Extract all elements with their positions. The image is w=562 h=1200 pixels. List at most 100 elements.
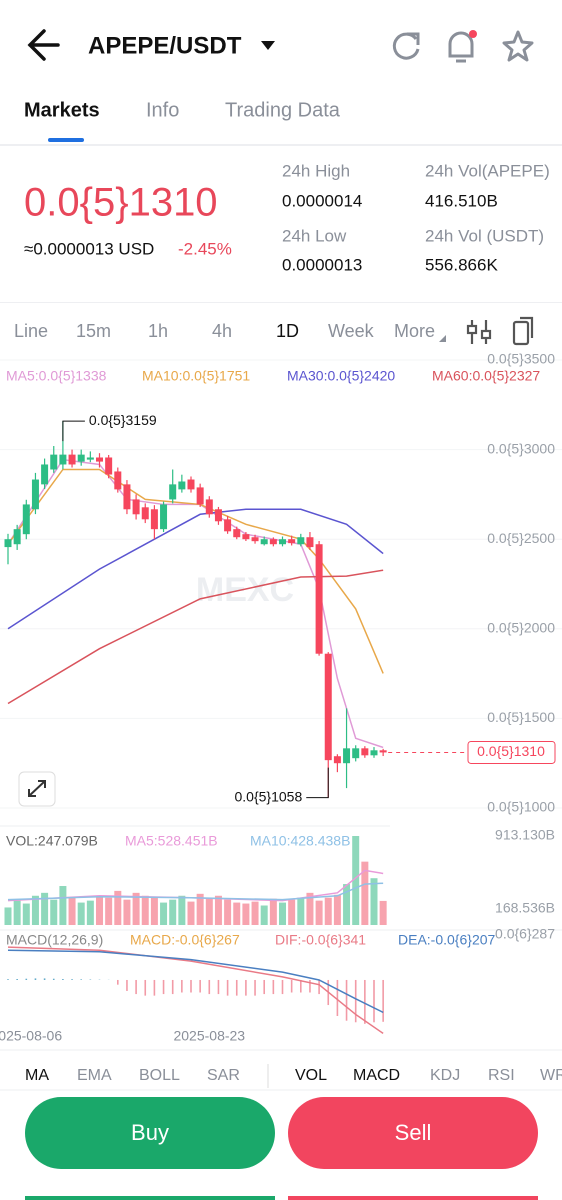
chart: 0.0{5}3500 0.0{5}3000 0.0{5}2500 0.0{5}2000…: [0, 351, 562, 1044]
indicator[interactable]: MA: [25, 1067, 49, 1084]
candle-body: [105, 457, 113, 475]
volume-bar: [105, 897, 113, 925]
ma-line: [7, 508, 384, 630]
candle-body: [41, 464, 49, 485]
indicator[interactable]: KDJ: [430, 1067, 460, 1084]
pair-caret[interactable]: [261, 41, 275, 50]
expand-button[interactable]: [18, 771, 56, 807]
stat-label: 24h Low: [282, 226, 347, 245]
pair-title[interactable]: APEPE/USDT: [88, 32, 242, 59]
stat-label: 24h Vol (USDT): [425, 226, 544, 245]
candle-body: [343, 748, 351, 764]
volume-bar: [370, 878, 378, 925]
volume-bar: [315, 900, 323, 925]
approx-price: ≈0.0000013 USD: [24, 239, 154, 258]
watermark: MEXC: [196, 571, 294, 609]
tab[interactable]: Trading Data: [225, 99, 341, 121]
volume-bar: [324, 897, 332, 925]
volume-bar: [13, 900, 21, 925]
volume-bar: [96, 895, 103, 925]
candle-body: [306, 537, 314, 548]
annotation: 0.0{5}3159: [89, 412, 157, 428]
volume-bar: [123, 899, 131, 925]
candle-body: [50, 454, 58, 470]
y-tick-label: 0.0{5}1500: [487, 709, 555, 725]
interval[interactable]: 4h: [212, 321, 232, 341]
sell-button[interactable]: [288, 1097, 538, 1169]
legend-entry: VOL:247.079B: [6, 833, 98, 849]
candle-body: [114, 471, 122, 490]
candle-body: [77, 454, 85, 462]
refresh-icon[interactable]: [392, 32, 420, 60]
volume-bar: [68, 897, 76, 925]
volume-bar: [4, 907, 12, 925]
tab-indicator: [48, 138, 84, 142]
candle-body: [68, 454, 76, 465]
volume-tick-label: 913.130B: [495, 827, 555, 843]
ma-line: [7, 458, 384, 749]
candle-body: [150, 509, 158, 530]
legend-entry: MACD:-0.0{6}267: [130, 932, 240, 948]
candle-body: [370, 750, 378, 756]
indicator[interactable]: BOLL: [139, 1067, 180, 1084]
candle-body: [214, 509, 222, 522]
volume-bar: [233, 902, 241, 925]
indicator[interactable]: EMA: [77, 1067, 112, 1084]
candle-body: [324, 653, 332, 761]
stat-value: 0.0000013: [282, 255, 362, 274]
candle-body: [59, 454, 67, 465]
interval[interactable]: 1h: [148, 321, 168, 341]
volume-bar: [251, 901, 259, 925]
last-price-tag: [467, 740, 556, 764]
interval[interactable]: Line: [14, 321, 48, 341]
interval[interactable]: Week: [328, 321, 375, 341]
candle-body: [169, 484, 177, 500]
tab[interactable]: Markets: [24, 99, 100, 121]
candle-body: [196, 487, 204, 505]
candle-body: [352, 748, 360, 759]
interval[interactable]: 1D: [276, 321, 299, 341]
legend-entry: MA5:528.451B: [125, 833, 218, 849]
volume-ma-line: [7, 882, 384, 901]
indicator[interactable]: WR: [540, 1067, 562, 1084]
buy-label[interactable]: Buy: [131, 1120, 169, 1145]
volume-bar: [343, 884, 351, 925]
interval[interactable]: More: [394, 321, 435, 341]
alert-icon[interactable]: [448, 30, 477, 63]
indicator[interactable]: MACD: [353, 1067, 400, 1084]
annotation: 0.0{5}1058: [235, 788, 303, 804]
candle-body: [86, 457, 94, 460]
candle-body: [233, 529, 241, 538]
volume-bar: [214, 895, 222, 925]
divider: [0, 302, 562, 303]
legend-entry: MA60:0.0{5}2327: [432, 368, 540, 384]
favorite-icon[interactable]: [502, 30, 534, 62]
indicator[interactable]: VOL: [295, 1067, 327, 1084]
volume-bar: [205, 897, 213, 925]
bottom-bar: [288, 1196, 538, 1200]
tab[interactable]: Info: [146, 99, 179, 121]
candle-body: [178, 481, 186, 490]
layout-icon[interactable]: [512, 316, 534, 346]
divider: [0, 144, 562, 146]
indicator[interactable]: RSI: [488, 1067, 515, 1084]
candle-body: [31, 479, 39, 510]
legend-entry: MA5:0.0{5}1338: [6, 368, 107, 384]
interval[interactable]: 15m: [76, 321, 111, 341]
buy-button[interactable]: [25, 1097, 275, 1169]
candle-body: [379, 750, 387, 753]
stat-value: 556.866K: [425, 255, 498, 274]
back-button[interactable]: [27, 29, 60, 61]
candle-body: [279, 539, 286, 545]
indicator[interactable]: SAR: [207, 1067, 240, 1084]
ma-line: [7, 569, 384, 705]
sell-label[interactable]: Sell: [395, 1120, 432, 1145]
candle-body: [187, 479, 195, 490]
stat-value: 416.510B: [425, 191, 498, 210]
settings-icon[interactable]: [466, 320, 492, 344]
candle-body: [132, 499, 140, 515]
stat-value: 0.0000014: [282, 191, 362, 210]
volume-bar: [224, 899, 232, 925]
candle-body: [141, 507, 149, 520]
last-price-label: 0.0{5}1310: [477, 743, 545, 759]
